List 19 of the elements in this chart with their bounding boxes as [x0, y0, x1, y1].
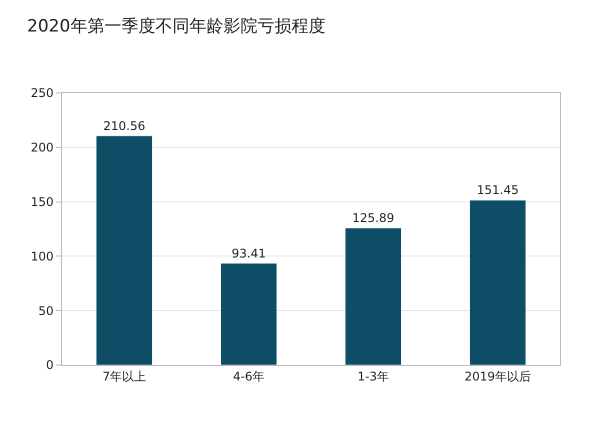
bar — [469, 200, 526, 365]
bar — [96, 136, 153, 365]
data-label: 151.45 — [476, 183, 519, 198]
chart-title: 2020年第一季度不同年龄影院亏损程度 — [27, 16, 326, 36]
x-tick-label: 1-3年 — [357, 369, 390, 384]
y-tick-label: 100 — [30, 249, 54, 264]
y-tick-label: 0 — [46, 358, 54, 372]
bar — [220, 263, 278, 365]
data-label: 93.41 — [232, 246, 266, 260]
y-tick-label: 50 — [38, 304, 54, 318]
y-tick-label: 150 — [30, 195, 54, 209]
x-tick-label: 7年以上 — [102, 369, 146, 384]
bar — [344, 228, 402, 365]
y-tick-label: 200 — [30, 140, 54, 155]
data-label: 125.89 — [352, 211, 394, 226]
y-tick-label: 250 — [30, 86, 54, 100]
x-tick-label: 2019年以后 — [464, 369, 532, 384]
x-tick-label: 4-6年 — [232, 369, 265, 384]
data-label: 210.56 — [103, 118, 146, 133]
